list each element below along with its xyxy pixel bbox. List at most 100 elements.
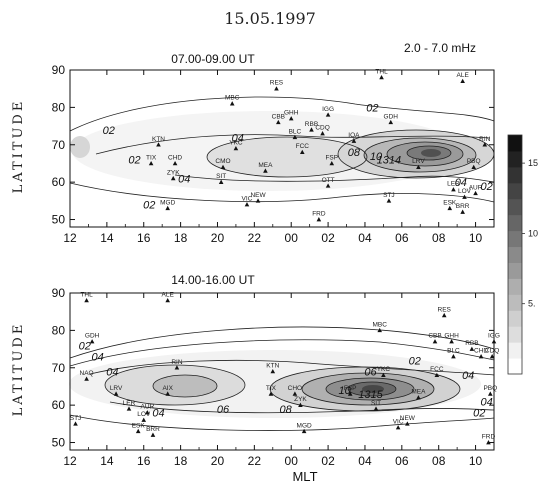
station-label: LRV	[412, 158, 425, 165]
station-marker	[381, 372, 386, 378]
station-label: PBQ	[483, 385, 497, 392]
panel-top-contour-fill	[70, 111, 494, 191]
station-marker	[218, 179, 224, 184]
x-tick-label: 10	[469, 454, 483, 468]
station-marker	[84, 376, 89, 381]
panel-bottom-contour-lines	[69, 326, 495, 431]
station-marker	[351, 138, 357, 143]
x-tick-label: 06	[395, 454, 409, 468]
station-marker	[263, 168, 268, 173]
station-label: ZYK	[294, 396, 307, 403]
contour-level-label: 02	[103, 125, 115, 137]
station-marker	[301, 428, 307, 434]
station-marker	[309, 127, 314, 132]
contour-level-label: 02	[366, 102, 378, 114]
y-tick-label: 80	[52, 100, 66, 114]
x-tick-label: 02	[321, 231, 335, 245]
station-marker	[174, 365, 180, 370]
x-tick-label: 12	[63, 454, 77, 468]
y-tick-label: 80	[52, 323, 66, 337]
station-marker	[460, 209, 465, 214]
panel-top-title: 07.00-09.00 UT	[171, 52, 255, 66]
station-label: MBC	[225, 95, 240, 102]
figure-date: 15.05.1997	[224, 9, 316, 28]
station-marker	[229, 101, 235, 106]
station-marker	[292, 134, 298, 140]
station-label: MEA	[258, 162, 273, 169]
station-label: SIT	[216, 173, 226, 180]
x-tick-label: 22	[248, 454, 262, 468]
station-label: ESK	[132, 422, 146, 429]
station-marker	[432, 339, 438, 344]
station-label: BLC	[447, 348, 460, 355]
colorbar-level	[508, 294, 522, 311]
station-label: RBB	[305, 121, 318, 128]
contour-level-label: 04	[106, 367, 118, 379]
station-marker	[462, 194, 467, 199]
colorbar-level	[508, 230, 522, 248]
x-tick-label: 16	[137, 454, 151, 468]
station-marker	[299, 149, 305, 155]
station-label: GHH	[284, 110, 299, 117]
x-tick-label: 12	[63, 231, 77, 245]
station-label: MGD	[297, 422, 312, 429]
frequency-band-label: 2.0 - 7.0 mHz	[404, 41, 476, 55]
plot-frame	[69, 69, 495, 228]
x-tick-label: 08	[432, 454, 446, 468]
station-marker	[172, 160, 178, 166]
x-tick-label: 16	[137, 231, 151, 245]
station-marker	[447, 205, 453, 211]
contour-level-label: 08	[348, 147, 361, 159]
station-marker	[373, 406, 379, 411]
x-tick-label: 04	[358, 454, 372, 468]
colorbar-level	[508, 150, 522, 168]
station-marker	[486, 440, 491, 445]
station-label: FSP	[325, 154, 338, 161]
station-marker	[113, 391, 119, 396]
station-marker	[73, 421, 78, 426]
station-marker	[126, 406, 132, 411]
station-label: CHD	[474, 348, 488, 355]
x-tick-label: 14	[100, 231, 114, 245]
station-label: BRR	[146, 426, 160, 433]
y-tick-label: 60	[52, 175, 66, 189]
station-label: CMO	[215, 158, 230, 165]
station-label: CHO	[288, 385, 302, 392]
contour-level-label: 04	[481, 396, 493, 408]
station-label: CHD	[168, 154, 182, 161]
station-marker	[416, 164, 421, 169]
panel-bottom: 14.00-16.00 UT LATITUDE 12 14 16 18 20 22 00 0	[11, 273, 500, 468]
colorbar-tick-label: 10	[528, 228, 538, 238]
x-tick-label: 14	[100, 454, 114, 468]
station-label: RIN	[479, 136, 491, 143]
station-marker	[298, 402, 303, 407]
station-marker	[292, 391, 298, 396]
contour-level-label: 06	[364, 367, 377, 379]
station-label: FRD	[482, 434, 496, 441]
colorbar-frame	[507, 134, 523, 375]
station-marker	[141, 417, 147, 422]
station-label: LER	[123, 400, 136, 407]
station-marker	[434, 372, 440, 378]
contour-level-label: 02	[473, 408, 485, 420]
station-label: GDH	[384, 113, 399, 120]
station-label: RBB	[465, 340, 478, 347]
station-marker	[165, 391, 171, 396]
panel-top: 07.00-09.00 UT 2.0 - 7.0 mHz LATITUDE 12…	[11, 41, 495, 245]
colorbar-level	[508, 135, 522, 152]
y-tick-label: 90	[52, 63, 66, 77]
station-label: IQA	[348, 132, 360, 139]
station-label: GHH	[444, 333, 459, 340]
station-label: STJ	[70, 415, 82, 422]
station-marker	[268, 391, 274, 396]
station-marker	[84, 297, 89, 303]
y-tick-label: 70	[52, 138, 66, 152]
station-label: LER	[447, 181, 460, 188]
station-label: MGD	[160, 199, 175, 206]
y-tick-label: 50	[52, 436, 66, 450]
station-marker	[325, 183, 331, 188]
colorbar-level	[508, 166, 522, 184]
contour-level-label: 06	[217, 404, 230, 416]
